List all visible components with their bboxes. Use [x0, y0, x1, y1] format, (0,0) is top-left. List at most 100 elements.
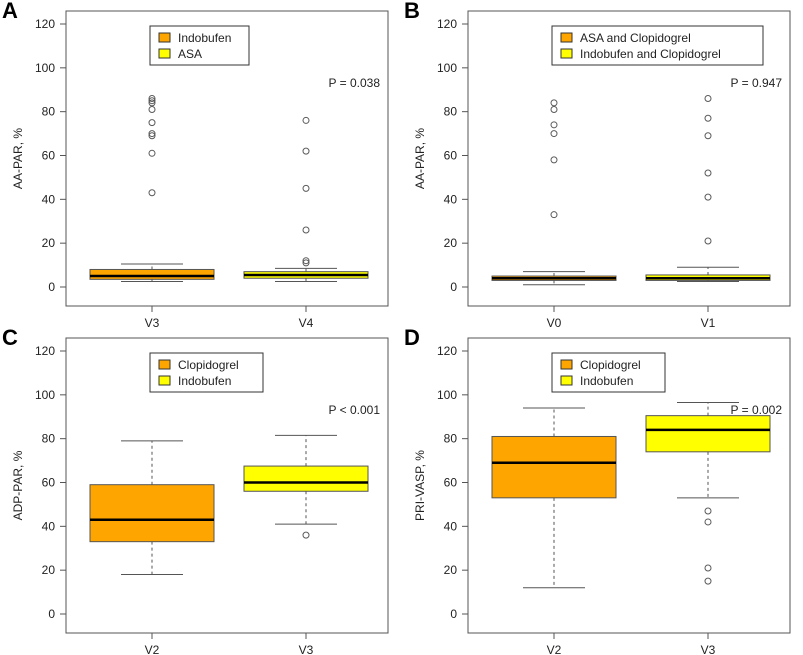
- legend-label: Clopidogrel: [580, 358, 641, 372]
- y-tick-label: 60: [444, 476, 458, 490]
- y-tick-label: 80: [42, 105, 56, 119]
- y-tick-label: 20: [42, 563, 56, 577]
- y-axis-label: AA-PAR, %: [11, 128, 25, 189]
- p-value-label: P = 0.038: [329, 76, 381, 90]
- legend-swatch: [158, 32, 171, 43]
- box-group-v3: V3: [89, 95, 215, 327]
- outlier-point: [704, 518, 712, 526]
- outlier-point: [302, 184, 310, 192]
- panel-letter: D: [404, 325, 420, 350]
- outlier-point: [704, 95, 712, 103]
- legend: Indobufen ASA: [149, 25, 250, 66]
- boxplot-chart: 0 20 40 60 80 100 120 AA-PAR, % V3 V4 P = 0.038 Ind…: [11, 10, 389, 327]
- y-tick-label: 120: [437, 17, 457, 31]
- box-iqr: [89, 484, 215, 543]
- outlier-point: [704, 577, 712, 585]
- panel-d: D 0 20 40 60 80 100 120 PRI-VASP, % V2 V3 P = 0.00…: [402, 327, 803, 654]
- legend-label: Indobufen: [580, 374, 633, 388]
- outlier-point: [550, 130, 558, 138]
- p-value-label: P = 0.947: [731, 76, 783, 90]
- x-tick-label: V2: [145, 643, 160, 654]
- y-tick-label: 80: [444, 105, 458, 119]
- y-tick-label: 120: [35, 17, 55, 31]
- outlier-point: [550, 156, 558, 164]
- legend: ASA and Clopidogrel Indobufen and Clopido…: [551, 25, 764, 66]
- plot-frame: [467, 337, 791, 634]
- y-tick-label: 100: [35, 388, 55, 402]
- x-tick-label: V3: [701, 643, 716, 654]
- y-tick-label: 0: [48, 607, 55, 621]
- boxplot-chart: 0 20 40 60 80 100 120 PRI-VASP, % V2 V3 P = 0.002 C…: [413, 337, 791, 654]
- legend-swatch: [560, 32, 573, 43]
- legend-box: [551, 25, 764, 66]
- outlier-point: [302, 226, 310, 234]
- plot-frame: [65, 337, 389, 634]
- outlier-point: [148, 189, 156, 197]
- plot-frame: [65, 10, 389, 307]
- y-tick-label: 0: [450, 607, 457, 621]
- outlier-point: [302, 116, 310, 124]
- p-value-label: P = 0.002: [731, 403, 783, 417]
- outlier-point: [302, 147, 310, 155]
- panel-c: C 0 20 40 60 80 100 120 ADP-PAR, % V2 V3 P < 0.001…: [0, 327, 401, 654]
- y-tick-label: 60: [42, 476, 56, 490]
- outlier-point: [704, 114, 712, 122]
- outlier-point: [148, 130, 156, 138]
- outlier-point: [704, 507, 712, 515]
- boxplot-chart: 0 20 40 60 80 100 120 ADP-PAR, % V2 V3 P < 0.001 Cl…: [11, 337, 389, 654]
- plot-frame: [467, 10, 791, 307]
- legend-label: Clopidogrel: [178, 358, 239, 372]
- legend-swatch: [158, 359, 171, 370]
- outlier-point: [148, 132, 156, 140]
- legend-swatch: [560, 48, 573, 59]
- outlier-point: [704, 169, 712, 177]
- y-tick-label: 40: [444, 192, 458, 206]
- box-group-v3: V3: [243, 434, 369, 654]
- y-tick-label: 20: [42, 236, 56, 250]
- x-tick-label: V3: [145, 316, 160, 327]
- outlier-point: [704, 564, 712, 572]
- y-tick-label: 120: [437, 344, 457, 358]
- boxplot-chart: 0 20 40 60 80 100 120 AA-PAR, % V0 V1 P = 0.947 ASA…: [413, 10, 791, 327]
- y-axis-label: PRI-VASP, %: [413, 450, 427, 521]
- outlier-point: [148, 95, 156, 103]
- panel-letter: A: [2, 0, 18, 23]
- y-tick-label: 80: [444, 432, 458, 446]
- box-iqr: [243, 465, 369, 492]
- outlier-point: [148, 97, 156, 105]
- panel-b: B 0 20 40 60 80 100 120 AA-PAR, % V0 V1 P = 0.947 A…: [402, 0, 803, 327]
- y-tick-label: 20: [444, 236, 458, 250]
- legend-label: Indobufen and Clopidogrel: [580, 47, 721, 61]
- y-tick-label: 40: [42, 192, 56, 206]
- y-tick-label: 60: [444, 149, 458, 163]
- x-tick-label: V4: [299, 316, 314, 327]
- outlier-point: [302, 259, 310, 267]
- x-tick-label: V2: [547, 643, 562, 654]
- outlier-point: [550, 105, 558, 113]
- box-iqr: [89, 268, 215, 280]
- p-value-label: P < 0.001: [329, 403, 381, 417]
- box-group-v2: V2: [491, 407, 617, 654]
- outlier-point: [704, 132, 712, 140]
- outlier-point: [704, 193, 712, 201]
- y-tick-label: 80: [42, 432, 56, 446]
- panel-letter: B: [404, 0, 420, 23]
- outlier-point: [148, 105, 156, 113]
- y-axis-label: ADP-PAR, %: [11, 450, 25, 520]
- y-tick-label: 100: [437, 61, 457, 75]
- y-tick-label: 120: [35, 344, 55, 358]
- legend: Clopidogrel Indobufen: [149, 352, 264, 393]
- legend-label: ASA and Clopidogrel: [580, 31, 691, 45]
- legend-label: Indobufen: [178, 374, 231, 388]
- outlier-point: [550, 211, 558, 219]
- box-group-v3: V3: [645, 402, 771, 654]
- y-tick-label: 20: [444, 563, 458, 577]
- y-tick-label: 0: [450, 280, 457, 294]
- outlier-point: [550, 99, 558, 107]
- y-tick-label: 60: [42, 149, 56, 163]
- outlier-point: [148, 149, 156, 157]
- x-tick-label: V3: [299, 643, 314, 654]
- legend: Clopidogrel Indobufen: [551, 352, 666, 393]
- y-tick-label: 0: [48, 280, 55, 294]
- box-iqr: [645, 415, 771, 453]
